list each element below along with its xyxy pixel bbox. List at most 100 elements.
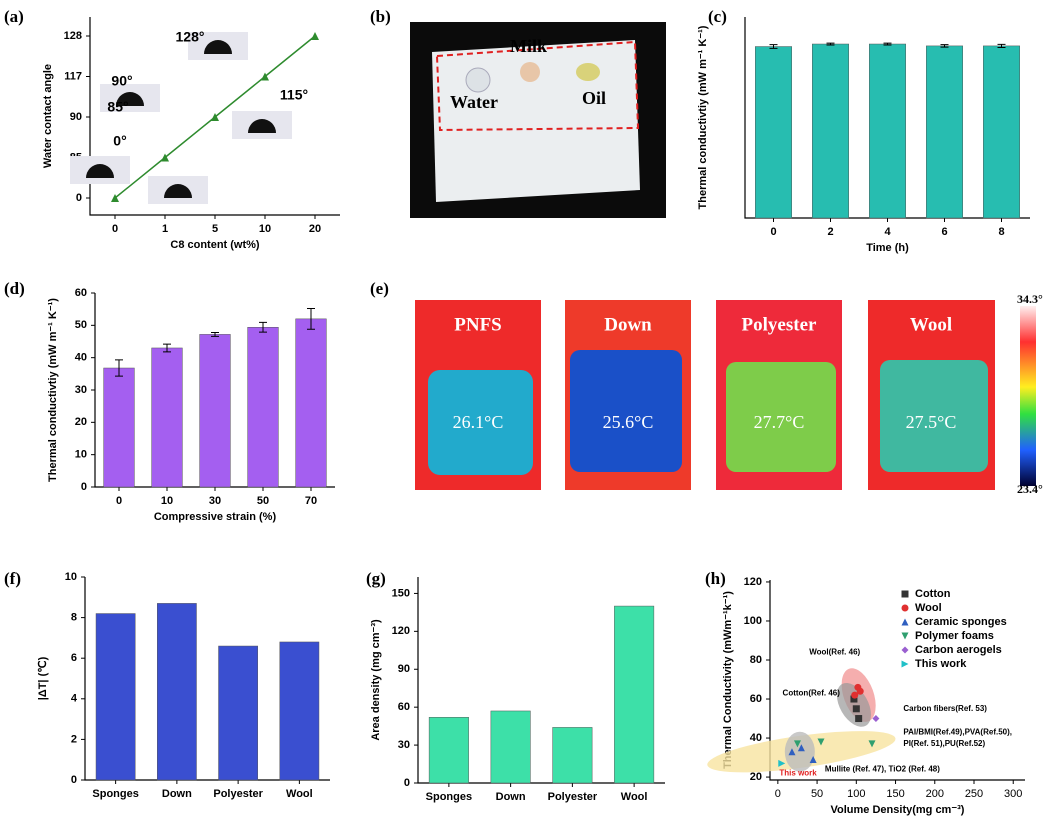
bar bbox=[199, 334, 231, 488]
point bbox=[778, 759, 786, 767]
point bbox=[161, 153, 169, 162]
panel-label: (a) bbox=[4, 7, 24, 26]
x-tick-label: 150 bbox=[886, 788, 904, 800]
x-tick-label: 0 bbox=[112, 223, 118, 235]
legend-label: Cotton bbox=[915, 588, 951, 600]
droplet bbox=[204, 40, 232, 54]
bar bbox=[218, 645, 258, 781]
x-tick-label: 50 bbox=[811, 788, 823, 800]
panel-label: (e) bbox=[370, 279, 389, 298]
y-tick-label: 0 bbox=[81, 481, 87, 493]
y-tick-label: 6 bbox=[71, 652, 77, 664]
droplet bbox=[116, 92, 144, 106]
x-axis-label: Time (h) bbox=[866, 242, 909, 254]
legend-label: This work bbox=[915, 658, 967, 670]
point bbox=[868, 740, 876, 748]
legend-marker bbox=[901, 632, 909, 640]
y-tick-label: 2 bbox=[71, 733, 77, 745]
colorbar-max: 34.3° bbox=[1017, 292, 1043, 306]
bar bbox=[926, 45, 963, 219]
y-tick-label: 100 bbox=[744, 615, 762, 627]
y-tick-label: 90 bbox=[398, 663, 410, 675]
x-tick-label: Wool bbox=[621, 791, 648, 803]
droplet bbox=[576, 63, 600, 81]
error-bar bbox=[826, 42, 835, 46]
panel-label: (b) bbox=[370, 7, 391, 26]
x-tick-label: 30 bbox=[209, 495, 221, 507]
image-temp: 27.7°C bbox=[754, 412, 805, 432]
error-bar bbox=[307, 308, 315, 330]
x-tick-label: 6 bbox=[941, 226, 947, 238]
point bbox=[856, 687, 864, 695]
image-temp: 26.1°C bbox=[453, 412, 504, 432]
x-tick-label: 1 bbox=[162, 223, 168, 235]
point bbox=[852, 705, 860, 713]
error-bar bbox=[259, 321, 267, 333]
y-axis-label: Thermal conductivtiy (mW m⁻¹ K⁻¹) bbox=[47, 298, 59, 482]
y-tick-label: 150 bbox=[392, 587, 410, 599]
x-tick-label: 0 bbox=[775, 788, 781, 800]
y-tick-label: 90 bbox=[70, 111, 82, 123]
thermal-images bbox=[415, 300, 995, 490]
annotation: 128° bbox=[176, 29, 205, 45]
bar bbox=[812, 43, 849, 219]
x-tick-label: 10 bbox=[161, 495, 173, 507]
y-tick-label: 50 bbox=[75, 319, 87, 331]
y-tick-label: 40 bbox=[75, 352, 87, 364]
y-axis-label: Water contact angle bbox=[42, 64, 54, 168]
error-bar bbox=[997, 43, 1006, 48]
y-tick-label: 20 bbox=[75, 416, 87, 428]
x-tick-label: 20 bbox=[309, 223, 321, 235]
y-tick-label: 128 bbox=[64, 30, 82, 42]
legend-marker bbox=[901, 660, 909, 668]
image-temp: 27.5°C bbox=[906, 412, 957, 432]
x-tick-label: Down bbox=[496, 791, 526, 803]
bar bbox=[869, 43, 906, 219]
x-tick-label: 10 bbox=[259, 223, 271, 235]
legend-label: Wool bbox=[915, 602, 942, 614]
droplet bbox=[465, 67, 491, 93]
y-tick-label: 80 bbox=[750, 654, 762, 666]
y-tick-label: 8 bbox=[71, 612, 77, 624]
x-tick-label: 2 bbox=[827, 226, 833, 238]
y-tick-label: 40 bbox=[750, 732, 762, 744]
thermal-sample bbox=[726, 362, 836, 472]
error-bar bbox=[211, 331, 219, 337]
point bbox=[261, 72, 269, 81]
y-tick-label: 0 bbox=[404, 777, 410, 789]
panel-label: (c) bbox=[708, 7, 727, 26]
image-label: Oil bbox=[582, 88, 606, 108]
y-tick-label: 0 bbox=[76, 192, 82, 204]
x-tick-label: 50 bbox=[257, 495, 269, 507]
bar bbox=[552, 727, 593, 784]
x-tick-label: Wool bbox=[286, 788, 313, 800]
thermal-sample bbox=[880, 360, 988, 472]
x-tick-label: 200 bbox=[926, 788, 944, 800]
y-tick-label: 4 bbox=[71, 693, 78, 705]
bar bbox=[295, 318, 327, 488]
point bbox=[111, 194, 119, 202]
y-axis-label: Area density (mg cm⁻³) bbox=[370, 619, 382, 741]
x-tick-label: 70 bbox=[305, 495, 317, 507]
bar bbox=[983, 45, 1020, 219]
dashed-outline bbox=[435, 40, 640, 132]
y-tick-label: 10 bbox=[75, 449, 87, 461]
y-tick-label: 117 bbox=[64, 70, 82, 82]
x-tick-label: Polyester bbox=[548, 791, 598, 803]
legend-marker bbox=[901, 590, 909, 598]
colorbar-min: 23.4° bbox=[1017, 482, 1043, 496]
annotation: 0° bbox=[113, 133, 126, 149]
annotation: PAI/BMI(Ref.49),PVA(Ref.50), bbox=[903, 727, 1012, 736]
y-tick-label: 120 bbox=[392, 625, 410, 637]
panel-label: (d) bbox=[4, 279, 25, 298]
image-label: Milk bbox=[510, 36, 547, 56]
annotation: PI(Ref. 51),PU(Ref.52) bbox=[903, 739, 985, 748]
point bbox=[851, 691, 859, 699]
point bbox=[855, 715, 863, 723]
x-tick-label: 0 bbox=[116, 495, 122, 507]
legend-label: Polymer foams bbox=[915, 630, 994, 642]
image-label: Water bbox=[450, 92, 498, 112]
droplet bbox=[520, 62, 540, 82]
y-tick-label: 60 bbox=[398, 701, 410, 713]
